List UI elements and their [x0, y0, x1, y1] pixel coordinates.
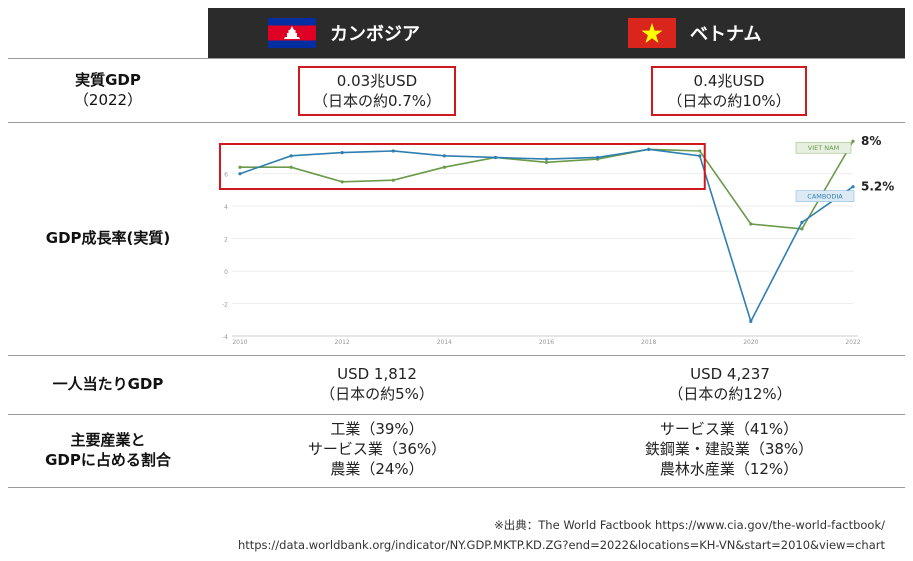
data-point [238, 172, 242, 176]
real-gdp-label: 実質GDP （2022） [8, 70, 208, 110]
data-point [800, 220, 804, 224]
industry-item: 農林水産業（12%） [659, 460, 799, 478]
per-capita-cambodia: USD 1,812 （日本の約5%） [298, 364, 456, 404]
data-point [340, 151, 344, 155]
data-point [595, 155, 600, 160]
row-divider [8, 414, 905, 415]
industries-label: 主要産業と GDPに占める割合 [8, 430, 208, 470]
data-point [698, 149, 702, 153]
data-point [238, 165, 242, 169]
per-capita-gdp-label: 一人当たりGDP [52, 375, 164, 393]
data-point [647, 147, 651, 151]
real-gdp-vietnam: 0.4兆USD （日本の約10%） [651, 66, 807, 116]
series-line-vietnam [240, 140, 854, 230]
x-tick-label: 2014 [437, 339, 452, 346]
industry-item: 工業（39%） [330, 420, 424, 438]
industry-item: 農業（24%） [330, 460, 424, 478]
x-tick-label: 2020 [743, 339, 758, 346]
real-gdp-vietnam-ratio: （日本の約10%） [667, 92, 791, 110]
gdp-growth-label: GDP成長率(実質) [45, 229, 171, 247]
industries-cambodia: 工業（39%） サービス業（36%） 農業（24%） [278, 419, 476, 479]
cambodia-flag-icon [268, 18, 316, 48]
source-line2: https://data.worldbank.org/indicator/NY.… [237, 538, 885, 552]
x-tick-label: 2012 [335, 339, 350, 346]
row-divider [8, 355, 905, 356]
x-tick-label: 2022 [845, 339, 860, 346]
data-point [442, 165, 446, 169]
y-tick-label: -4 [222, 334, 228, 341]
data-point [749, 319, 753, 323]
y-tick-label: 2 [224, 237, 228, 244]
country-header-bar: カンボジア ベトナム [208, 8, 905, 58]
industry-item: サービス業（36%） [307, 440, 447, 458]
country-header-vietnam: ベトナム [628, 8, 761, 58]
industry-item: 鉄鋼業・建設業（38%） [644, 440, 814, 458]
country-name-vietnam: ベトナム [690, 24, 762, 45]
x-tick-label: 2018 [641, 339, 656, 346]
data-point [391, 149, 395, 153]
data-point [851, 185, 855, 189]
data-point [544, 157, 549, 161]
industries-vietnam: サービス業（41%） 鉄鋼業・建設業（38%） 農林水産業（12%） [618, 419, 840, 479]
gdp-growth-chart: -4 -2 0 2 4 6 2010 2012 2014 2016 2018 2020 2022 VIET… [219, 134, 894, 346]
country-header-cambodia: カンボジア [268, 8, 420, 58]
series-line-cambodia [239, 148, 854, 324]
vietnam-flag-icon [628, 18, 676, 48]
real-gdp-cambodia: 0.03兆USD （日本の約0.7%） [298, 66, 456, 116]
industries-label-line2: GDPに占める割合 [45, 451, 171, 469]
row-divider [8, 122, 905, 123]
legend-label-vietnam: VIET NAM [808, 144, 839, 152]
per-capita-vietnam-value: USD 4,237 [690, 365, 770, 383]
y-tick-label: 4 [224, 204, 228, 211]
data-point [698, 154, 702, 158]
per-capita-vietnam: USD 4,237 （日本の約12%） [651, 364, 809, 404]
real-gdp-year: （2022） [73, 91, 143, 109]
data-point [391, 178, 395, 182]
source-line1: ※出典：The World Factbook https://www.cia.g… [494, 518, 885, 532]
legend-label-cambodia: CAMBODIA [807, 193, 843, 201]
real-gdp-label-text: 実質GDP [75, 71, 141, 89]
highlight-box [219, 143, 706, 190]
data-point [289, 154, 293, 158]
end-label-cambodia: 5.2% [861, 180, 894, 194]
data-point [493, 155, 498, 160]
row-divider [8, 487, 905, 488]
legend-tag-vietnam [795, 141, 852, 154]
industries-label-line1: 主要産業と [70, 431, 146, 449]
industry-item: サービス業（41%） [659, 420, 799, 438]
real-gdp-cambodia-ratio: （日本の約0.7%） [312, 92, 442, 110]
y-tick-label: -2 [222, 302, 228, 309]
x-tick-label: 2010 [232, 339, 247, 346]
end-label-vietnam: 8% [861, 134, 881, 148]
data-point [749, 222, 753, 226]
data-point [442, 154, 446, 158]
y-tick-label: 6 [224, 172, 228, 179]
real-gdp-vietnam-value: 0.4兆USD [693, 72, 765, 90]
row-divider [8, 58, 905, 59]
legend-tag-cambodia [795, 190, 855, 202]
per-capita-cambodia-value: USD 1,812 [337, 365, 417, 383]
y-tick-label: 0 [224, 269, 228, 276]
data-point [289, 165, 293, 169]
per-capita-cambodia-ratio: （日本の約5%） [320, 385, 434, 403]
data-point [340, 180, 344, 184]
real-gdp-cambodia-value: 0.03兆USD [336, 72, 418, 90]
country-name-cambodia: カンボジア [330, 24, 420, 45]
data-point [800, 227, 804, 231]
data-point [851, 139, 855, 143]
x-tick-label: 2016 [539, 339, 554, 346]
per-capita-vietnam-ratio: （日本の約12%） [668, 385, 792, 403]
data-point [544, 160, 549, 164]
